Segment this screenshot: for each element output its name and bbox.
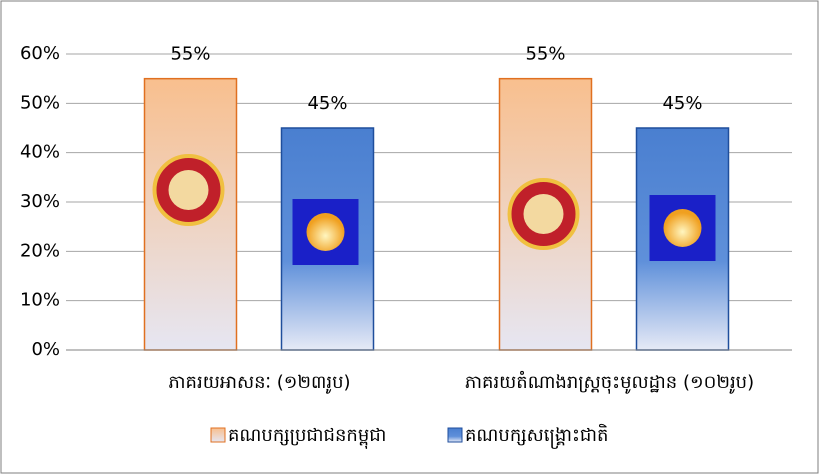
legend-swatch — [447, 427, 463, 443]
value-label: 45% — [307, 93, 347, 114]
legend-label: គណបក្សប្រជាជនកម្ពុជា — [228, 425, 386, 449]
y-tick-label: 30% — [20, 191, 60, 212]
value-label: 45% — [662, 93, 702, 114]
legend-swatch — [210, 427, 226, 443]
y-tick-label: 50% — [20, 92, 60, 113]
value-label: 55% — [525, 44, 565, 65]
x-tick-label: ភាគរយតំណាងរាស្ត្រចុះមូលដ្ឋាន (១០២រូប) — [465, 370, 754, 394]
y-tick-label: 10% — [20, 290, 60, 311]
y-tick-label: 20% — [20, 240, 60, 261]
party-logo-center — [523, 194, 564, 234]
y-tick-label: 40% — [20, 142, 60, 163]
party-logo-center — [168, 170, 209, 210]
party-logo-sun — [663, 209, 702, 247]
y-tick-label: 60% — [20, 43, 60, 64]
party-logo-sun — [306, 213, 345, 251]
legend-label: គណបក្សសង្គ្រោះជាតិ — [465, 423, 608, 449]
x-tick-label: ភាគរយអាសនៈ (១២៣រូប) — [168, 372, 350, 394]
value-label: 55% — [170, 44, 210, 65]
y-tick-label: 0% — [31, 339, 60, 360]
